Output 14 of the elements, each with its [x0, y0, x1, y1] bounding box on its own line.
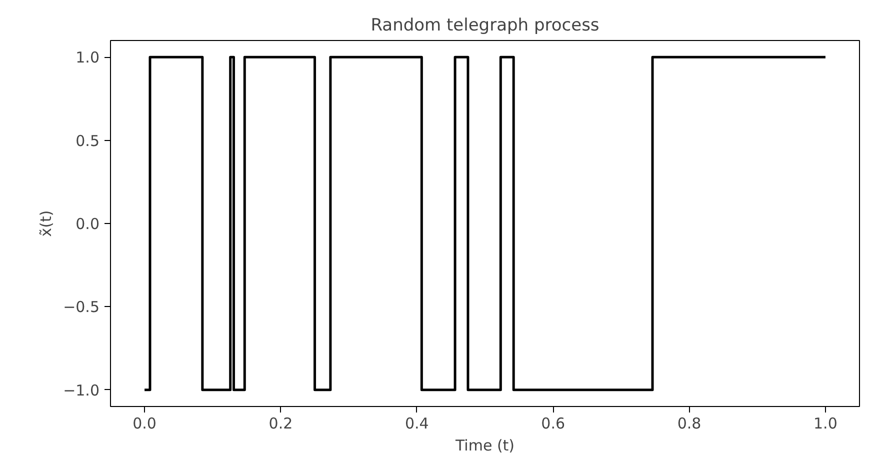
x-tick-label: 0.4	[404, 414, 429, 432]
y-tick-label: 0.5	[76, 132, 100, 150]
y-tick-label: 1.0	[76, 48, 100, 67]
x-tick-label: 1.0	[814, 414, 838, 432]
x-tick-label: 0.0	[132, 414, 156, 432]
x-tick-label: 0.6	[541, 414, 566, 432]
x-tick-label: 0.8	[677, 414, 702, 432]
chart-title: Random telegraph process	[370, 16, 600, 36]
y-tick-label: −1.0	[63, 381, 100, 400]
y-tick-label: 0.0	[76, 215, 100, 233]
y-tick-label: −0.5	[63, 298, 100, 316]
y-axis-title: x̃(t)	[37, 210, 56, 237]
x-axis-title: Time (t)	[454, 436, 515, 454]
x-tick-label: 0.2	[268, 414, 293, 432]
